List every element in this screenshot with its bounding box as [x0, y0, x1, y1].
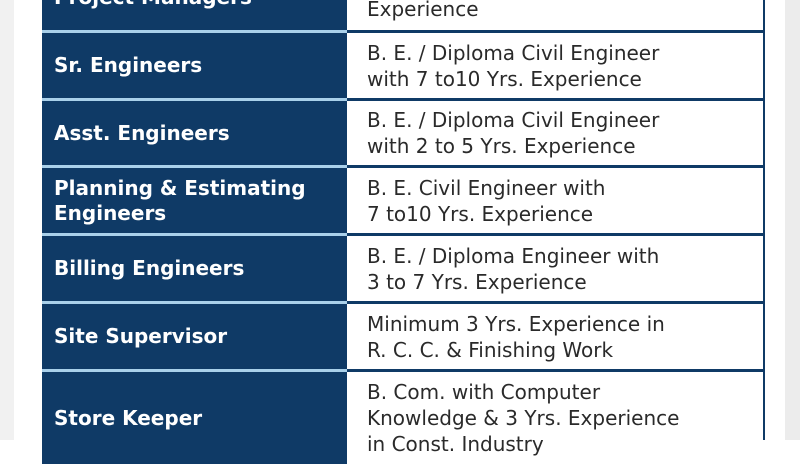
row-divider — [347, 369, 765, 372]
role-cell: Asst. Engineers — [42, 101, 347, 165]
table-row: Asst. Engineers B. E. / Diploma Civil En… — [42, 101, 765, 165]
requirement-line: B. E. / Diploma Engineer with — [367, 243, 660, 268]
requirement-cell: B. E. Civil Engineer with 7 to10 Yrs. Ex… — [347, 168, 763, 233]
requirement-line: B. E. / Diploma Civil Engineer — [367, 108, 660, 132]
requirement-line: 7 to10 Yrs. Experience — [367, 201, 594, 226]
requirement-line: 3 to 7 Yrs. Experience — [367, 269, 587, 294]
requirement-line: B. Com. with Computer — [367, 380, 601, 404]
role-cell: Project Managers — [42, 0, 347, 30]
requirement-cell: B. E. / Diploma Civil Engineer with 2 to… — [347, 101, 763, 165]
requirement-cell: Minimum 3 Yrs. Experience in R. C. C. & … — [347, 304, 763, 369]
requirement-cell: B. E. / Diploma Civil Engineer with 7 to… — [347, 33, 763, 98]
role-cell: Sr. Engineers — [42, 33, 347, 98]
requirement-line: B. E. / Diploma Civil Engineer — [367, 40, 660, 65]
requirement-cell: B. E. / Diploma Engineer with 3 to 7 Yrs… — [347, 236, 763, 301]
row-divider — [347, 98, 765, 101]
requirement-cell: Experience — [347, 0, 763, 30]
row-divider — [42, 30, 347, 33]
requirement-line: in Const. Industry — [367, 432, 544, 456]
row-divider — [42, 369, 347, 372]
left-margin — [0, 0, 14, 440]
table-row: Billing Engineers B. E. / Diploma Engine… — [42, 236, 765, 301]
row-divider — [347, 30, 765, 33]
requirement-line: R. C. C. & Finishing Work — [367, 337, 614, 362]
requirement-line: with 7 to10 Yrs. Experience — [367, 66, 642, 91]
row-divider — [347, 233, 765, 236]
requirement-line: with 2 to 5 Yrs. Experience — [367, 134, 636, 158]
requirement-line: B. E. Civil Engineer with — [367, 175, 606, 200]
row-divider — [347, 165, 765, 168]
requirement-line: Experience — [367, 0, 479, 21]
role-cell: Store Keeper — [42, 372, 347, 464]
table-row: Sr. Engineers B. E. / Diploma Civil Engi… — [42, 33, 765, 98]
row-divider — [42, 165, 347, 168]
role-cell: Billing Engineers — [42, 236, 347, 301]
requirement-line: Knowledge & 3 Yrs. Experience — [367, 406, 680, 430]
row-divider — [42, 233, 347, 236]
table-row: Planning & Estimating Engineers B. E. Ci… — [42, 168, 765, 233]
requirement-line: Minimum 3 Yrs. Experience in — [367, 311, 665, 336]
role-cell: Planning & Estimating Engineers — [42, 168, 347, 233]
requirement-cell: B. Com. with Computer Knowledge & 3 Yrs.… — [347, 372, 763, 464]
role-cell: Site Supervisor — [42, 304, 347, 369]
row-divider — [42, 98, 347, 101]
row-divider — [42, 301, 347, 304]
table-row: Store Keeper B. Com. with Computer Knowl… — [42, 372, 765, 464]
table-row: Project Managers Experience — [42, 0, 765, 30]
scrollbar-track[interactable] — [785, 0, 800, 440]
table-row: Site Supervisor Minimum 3 Yrs. Experienc… — [42, 304, 765, 369]
job-requirements-table: Project Managers Experience Sr. Engineer… — [42, 0, 765, 464]
row-divider — [347, 301, 765, 304]
